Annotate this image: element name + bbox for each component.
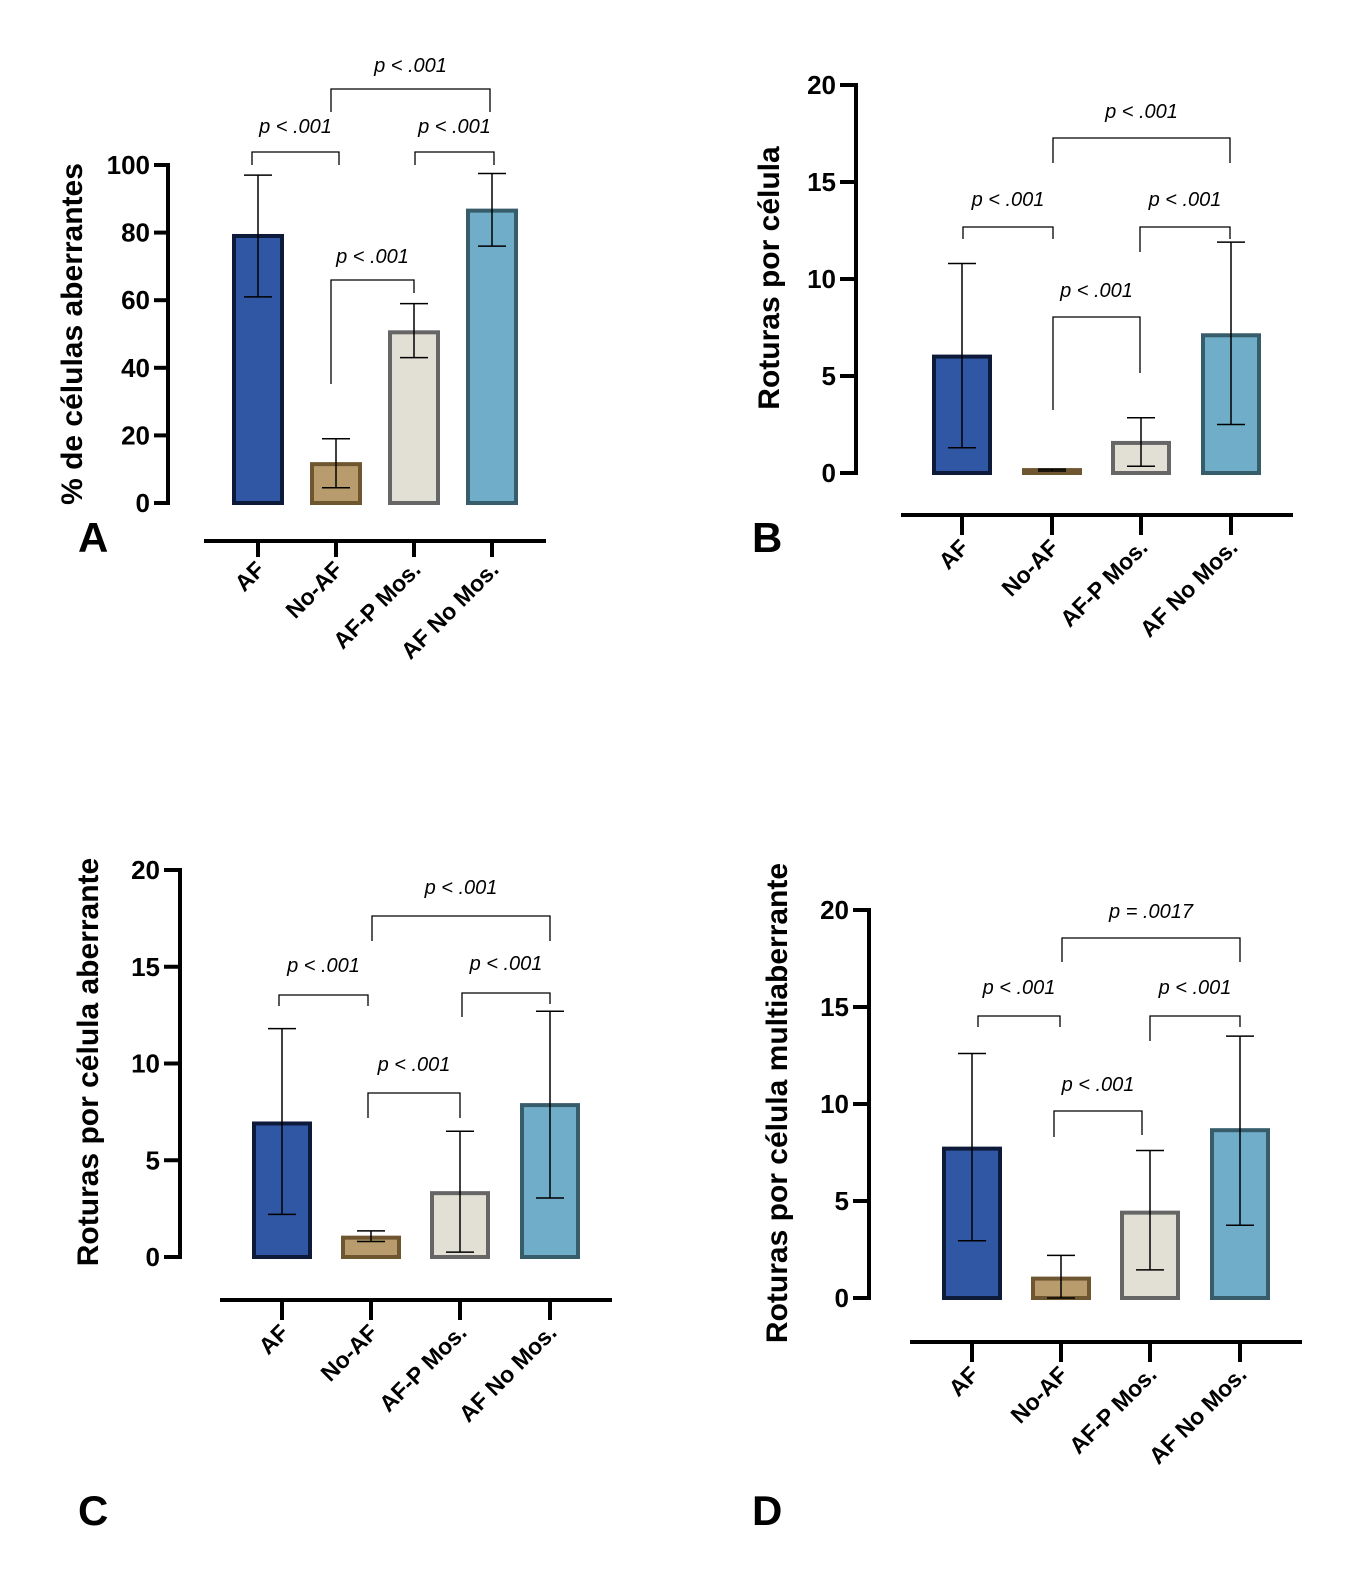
y-axis-label: Roturas por célula multiaberrante: [761, 863, 794, 1343]
p-value-label: p < .001: [1061, 1074, 1135, 1096]
panel-letter: B: [752, 514, 782, 561]
p-value-label: p < .001: [373, 55, 447, 77]
significance-bracket: [962, 226, 1054, 239]
x-tick-label: AF No Mos.: [1135, 534, 1243, 642]
significance-bracket: [1052, 137, 1231, 163]
y-tick-label: 20: [121, 420, 150, 450]
significance-bracket: [461, 992, 551, 1017]
p-value-label: p < .001: [971, 189, 1045, 211]
x-tick-label: AF No Mos.: [1144, 1361, 1252, 1469]
significance-bracket: [367, 1092, 461, 1118]
y-tick-label: 100: [107, 150, 150, 180]
significance-bracket: [278, 994, 369, 1006]
x-tick-label: No-AF: [996, 534, 1063, 601]
significance-bracket: [977, 1015, 1061, 1027]
y-axis-label: Roturas por célula aberrante: [72, 858, 105, 1266]
y-tick-label: 5: [835, 1186, 849, 1216]
x-tick-label: AF: [933, 534, 973, 574]
significance-bracket: [1139, 226, 1231, 252]
significance-bracket: [330, 279, 415, 384]
y-tick-label: 15: [820, 992, 849, 1022]
y-tick-label: 0: [136, 488, 150, 518]
p-value-label: p = .0017: [1108, 901, 1194, 923]
p-value-label: p < .001: [377, 1054, 451, 1076]
y-tick-label: 40: [121, 353, 150, 383]
significance-bracket: [1061, 937, 1241, 962]
y-tick-label: 0: [146, 1242, 160, 1272]
x-tick-label: AF-P Mos.: [374, 1319, 472, 1417]
p-value-label: p < .001: [1104, 101, 1178, 123]
y-tick-label: 10: [807, 264, 836, 294]
p-value-label: p < .001: [469, 953, 543, 975]
p-value-label: p < .001: [982, 977, 1056, 999]
y-tick-label: 15: [807, 167, 836, 197]
y-tick-label: 20: [807, 70, 836, 100]
y-tick-label: 15: [131, 952, 160, 982]
bar-af-p-mos-: [388, 330, 440, 505]
x-tick-label: No-AF: [315, 1319, 382, 1386]
chart-panel-d: 0 5 10 15 20 Roturas por célula multiaberrant…: [752, 863, 1302, 1534]
y-tick-label: 10: [820, 1089, 849, 1119]
x-tick-label: AF: [229, 556, 269, 596]
significance-bracket: [1149, 1015, 1241, 1041]
significance-bracket: [414, 151, 495, 165]
y-axis-label: % de células aberrantes: [56, 163, 89, 505]
significance-bracket: [1053, 1110, 1143, 1137]
y-tick-label: 0: [822, 458, 836, 488]
p-value-label: p < .001: [258, 116, 332, 138]
y-tick-label: 0: [835, 1283, 849, 1313]
chart-panel-c: 0 5 10 15 20 Roturas por célula aberrante AF No…: [72, 855, 612, 1534]
panel-letter: D: [752, 1487, 782, 1534]
p-value-label: p < .001: [424, 877, 498, 899]
y-tick-label: 20: [820, 895, 849, 925]
panel-letter: A: [78, 514, 108, 561]
x-tick-label: No-AF: [1005, 1361, 1072, 1428]
p-value-label: p < .001: [417, 116, 491, 138]
p-value-label: p < .001: [1059, 280, 1133, 302]
p-value-label: p < .001: [1158, 977, 1232, 999]
p-value-label: p < .001: [1148, 189, 1222, 211]
y-tick-label: 20: [131, 855, 160, 885]
x-tick-label: No-AF: [280, 556, 347, 623]
x-tick-label: AF No Mos.: [454, 1319, 562, 1427]
x-tick-label: AF-P Mos.: [1064, 1361, 1162, 1459]
significance-bracket: [330, 88, 491, 112]
x-tick-label: AF-P Mos.: [1055, 534, 1153, 632]
panel-letter: C: [78, 1487, 108, 1534]
y-tick-label: 80: [121, 218, 150, 248]
chart-panel-a: 0 20 40 60 80 100 % de células aberrantes AF No-…: [56, 55, 546, 664]
y-tick-label: 5: [146, 1145, 160, 1175]
x-tick-label: AF: [943, 1361, 983, 1401]
y-tick-label: 5: [822, 361, 836, 391]
y-tick-label: 10: [131, 1049, 160, 1079]
y-axis-label: Roturas por célula: [753, 146, 786, 410]
significance-bracket: [1052, 316, 1141, 410]
p-value-label: p < .001: [335, 246, 409, 268]
y-tick-label: 60: [121, 285, 150, 315]
x-tick-label: AF: [253, 1319, 293, 1359]
p-value-label: p < .001: [286, 955, 360, 977]
significance-bracket: [371, 915, 551, 941]
significance-bracket: [251, 151, 340, 165]
bar-af-no-mos-: [466, 208, 518, 505]
